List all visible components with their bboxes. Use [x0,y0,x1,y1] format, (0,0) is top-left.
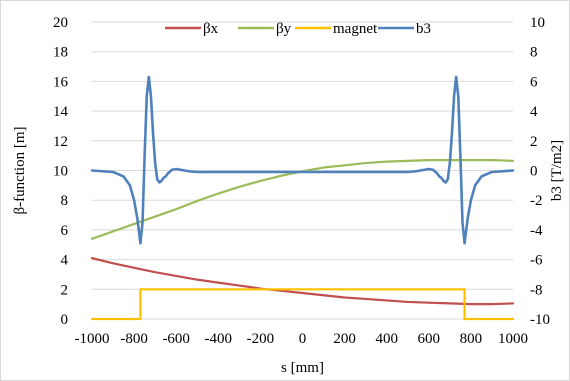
series-group [90,75,515,321]
y-tick-label-8: 16 [53,74,69,90]
y2-tick-label-8: 6 [530,74,538,90]
x-tick-label-5: 0 [299,331,307,347]
series-line-0 [90,257,515,306]
legend-label-0: βx [203,21,219,37]
x-tick-label-4: -200 [247,331,275,347]
x-tick-label-8: 600 [418,331,441,347]
y-tick-label-7: 14 [53,104,69,120]
tick-labels: -1000 -800 -600 -400 -200 0 200 400 600 800 100002… [53,15,550,347]
series-line-3 [90,75,515,245]
y2-tick-label-2: -6 [530,253,543,269]
y-tick-label-5: 10 [53,164,68,180]
x-axis-title: s [mm] [281,360,324,376]
y2-tick-label-7: 4 [530,104,538,120]
y-tick-label-9: 18 [53,45,68,61]
series-line-2 [90,288,515,321]
y2-tick-label-3: -4 [530,223,543,239]
legend: βx βy magnet b3 [165,21,431,37]
legend-label-1: βy [276,21,292,37]
y2-axis-title: b3 [T/m2] [549,140,565,201]
y-tick-label-1: 2 [61,282,69,298]
y2-tick-label-10: 10 [530,15,545,31]
y-tick-label-4: 8 [61,193,69,209]
y2-tick-label-1: -8 [530,282,543,298]
x-tick-label-2: -600 [162,331,190,347]
y2-tick-label-0: -10 [530,312,550,328]
y2-tick-label-4: -2 [530,193,543,209]
y-tick-label-0: 0 [61,312,69,328]
x-tick-label-7: 400 [375,331,398,347]
y-tick-label-2: 4 [61,253,69,269]
x-tick-label-3: -400 [205,331,233,347]
x-tick-label-10: 1000 [498,331,528,347]
y-tick-label-3: 6 [61,223,69,239]
x-tick-label-9: 800 [460,331,483,347]
y2-tick-label-6: 2 [530,134,538,150]
y2-tick-label-5: 0 [530,164,538,180]
y-axis-title: β-function [m] [12,126,28,214]
x-tick-label-1: -800 [120,331,148,347]
legend-label-2: magnet [333,21,378,37]
x-tick-label-0: -1000 [75,331,110,347]
y-tick-label-6: 12 [53,134,68,150]
y-tick-label-10: 20 [53,15,68,31]
x-tick-label-6: 200 [333,331,356,347]
y2-tick-label-9: 8 [530,45,538,61]
legend-label-3: b3 [416,21,431,37]
